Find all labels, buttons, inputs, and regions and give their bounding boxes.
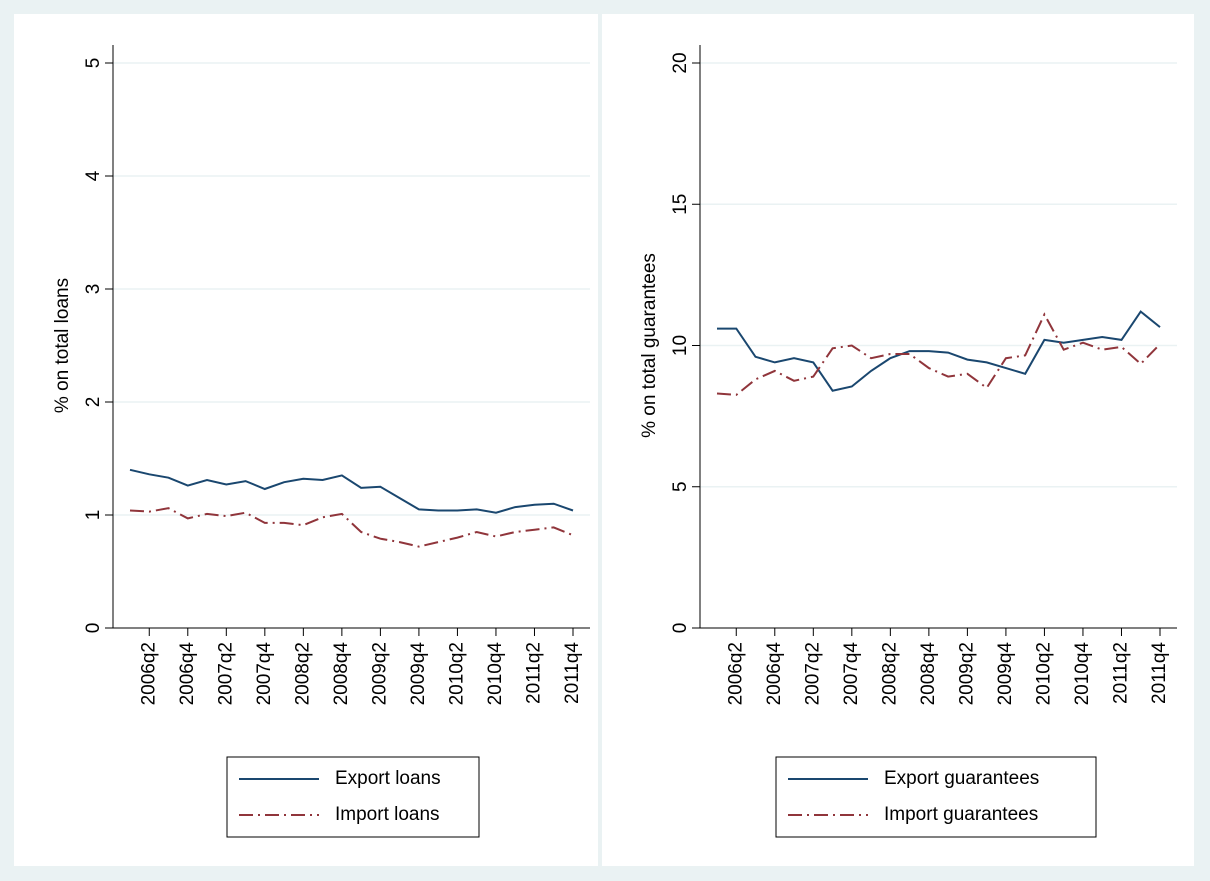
y-tick-label: 1	[83, 510, 104, 521]
x-tick-label: 2009q4	[408, 642, 429, 706]
x-tick-label: 2011q4	[562, 642, 583, 704]
x-tick-label: 2010q2	[1033, 642, 1054, 705]
legend-box	[775, 756, 1097, 838]
x-tick-label: 2006q2	[138, 642, 159, 705]
x-tick-label: 2011q4	[1149, 642, 1170, 704]
data-line	[129, 468, 574, 514]
x-tick-label: 2011q2	[523, 642, 544, 704]
x-tick-label: 2009q2	[956, 642, 977, 705]
y-tick-label: 0	[670, 623, 691, 634]
y-tick-label: 4	[83, 170, 104, 181]
data-line	[716, 312, 1161, 396]
y-tick-label: 5	[83, 58, 104, 69]
legend-label: Import loans	[335, 804, 440, 825]
y-axis-title: % on total guarantees	[639, 253, 660, 438]
x-tick-label: 2007q4	[254, 642, 275, 706]
legend-box	[226, 756, 480, 838]
legend-label: Export guarantees	[884, 768, 1039, 789]
x-tick-label: 2010q4	[485, 642, 506, 706]
x-tick-label: 2009q2	[369, 642, 390, 705]
x-tick-label: 2010q2	[446, 642, 467, 705]
y-tick-label: 5	[670, 481, 691, 492]
y-tick-label: 10	[670, 335, 691, 356]
y-axis-title: % on total loans	[52, 278, 73, 413]
x-tick-label: 2006q2	[725, 642, 746, 705]
y-tick-label: 3	[83, 284, 104, 295]
data-line	[717, 310, 1161, 392]
x-tick-label: 2010q4	[1072, 642, 1093, 706]
legend-label: Import guarantees	[884, 804, 1038, 825]
x-tick-label: 2006q4	[764, 642, 785, 706]
y-tick-label: 2	[83, 397, 104, 408]
y-tick-label: 20	[670, 52, 691, 73]
x-tick-label: 2008q4	[331, 642, 352, 706]
panel-background	[602, 14, 1194, 866]
y-tick-label: 15	[670, 194, 691, 215]
x-tick-label: 2008q4	[918, 642, 939, 706]
x-tick-label: 2007q2	[802, 642, 823, 705]
x-tick-label: 2008q2	[879, 642, 900, 705]
panel-background	[14, 14, 598, 866]
x-tick-label: 2009q4	[995, 642, 1016, 706]
x-tick-label: 2011q2	[1110, 642, 1131, 704]
x-tick-label: 2007q2	[215, 642, 236, 705]
legend-label: Export loans	[335, 768, 441, 789]
x-tick-label: 2008q2	[292, 642, 313, 705]
y-tick-label: 0	[83, 623, 104, 634]
x-tick-label: 2007q4	[841, 642, 862, 706]
x-tick-label: 2006q4	[177, 642, 198, 706]
